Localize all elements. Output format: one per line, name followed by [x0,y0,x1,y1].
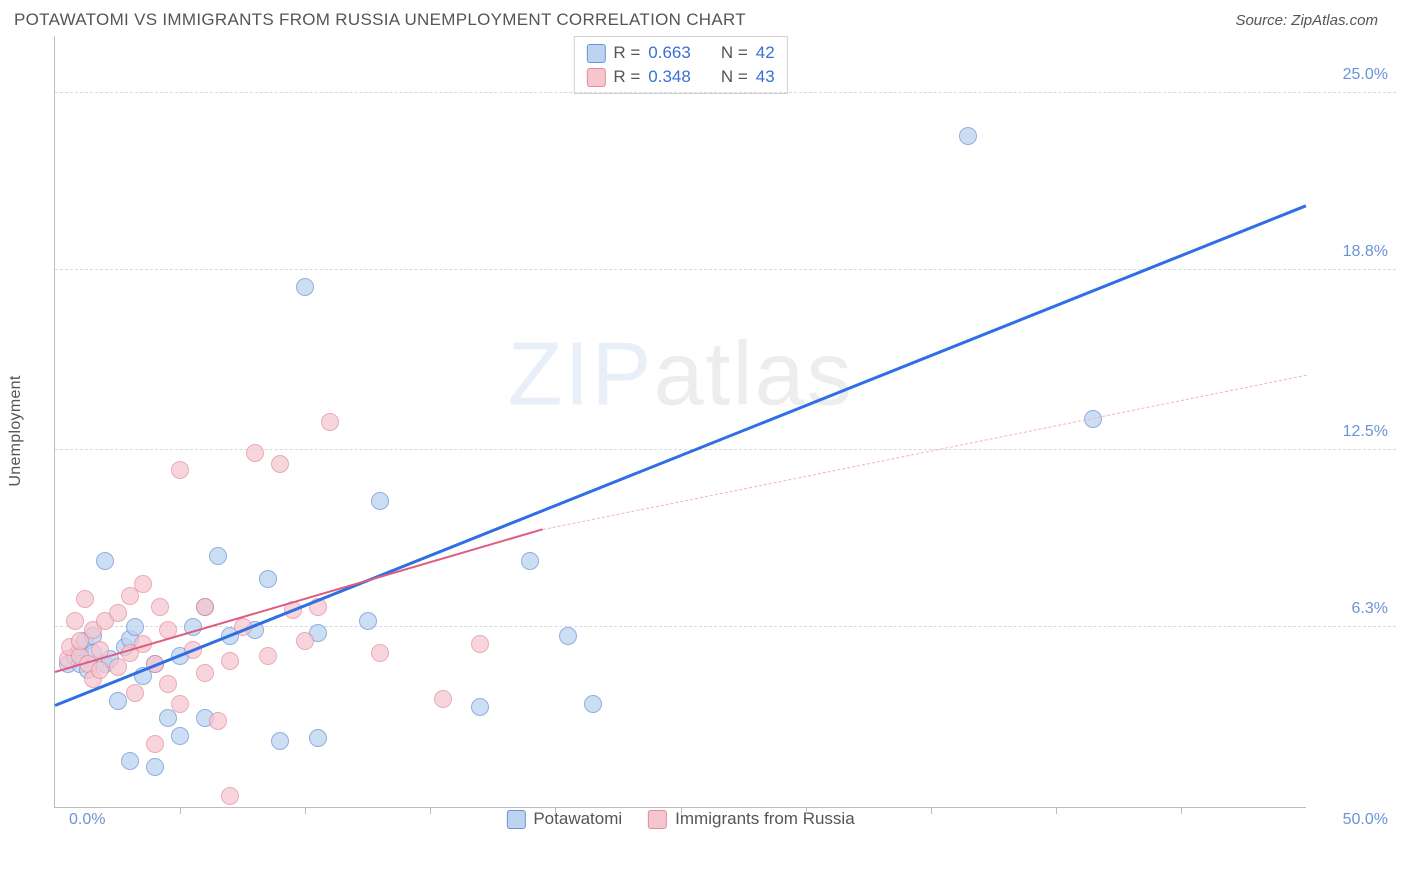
data-point [959,127,977,145]
y-tick-label: 18.8% [1343,243,1388,261]
plot-region: ZIPatlas R =0.663N =42R =0.348N =43 0.0%… [54,36,1306,808]
data-point [209,712,227,730]
y-tick-label: 25.0% [1343,66,1388,84]
x-tick [430,807,431,814]
data-point [134,575,152,593]
data-point [159,675,177,693]
data-point [271,732,289,750]
data-point [126,684,144,702]
data-point [196,664,214,682]
trend-line [54,204,1306,707]
data-point [309,729,327,747]
data-point [151,598,169,616]
legend-r-value: 0.663 [648,43,691,63]
x-tick [806,807,807,814]
watermark-part1: ZIP [507,325,653,425]
legend-swatch [586,44,605,63]
x-axis-max-label: 50.0% [1343,811,1388,829]
trend-line [543,375,1306,530]
data-point [359,612,377,630]
watermark: ZIPatlas [507,324,853,427]
data-point [159,709,177,727]
legend-row: R = 0.663 N = 42 [586,41,774,65]
legend-series-label: Immigrants from Russia [675,809,854,829]
data-point [559,627,577,645]
legend-row: R = 0.348 N = 43 [586,65,774,89]
legend-series-label: Potawatomi [533,809,622,829]
chart-source: Source: ZipAtlas.com [1235,12,1378,29]
data-point [321,413,339,431]
gridline [55,92,1396,93]
y-tick-label: 6.3% [1352,600,1388,618]
y-axis-label: Unemployment [7,375,25,486]
data-point [471,635,489,653]
data-point [584,695,602,713]
data-point [109,658,127,676]
data-point [91,661,109,679]
legend-n-label: N = [721,43,748,63]
x-tick [1181,807,1182,814]
data-point [246,444,264,462]
legend-swatch [648,810,667,829]
data-point [171,461,189,479]
legend-swatch [586,68,605,87]
x-axis-min-label: 0.0% [69,811,105,829]
data-point [209,547,227,565]
legend-correlation-box: R = 0.663 N = 42 R = 0.348 N = 43 [573,36,787,94]
x-tick [305,807,306,814]
data-point [221,652,239,670]
data-point [171,695,189,713]
data-point [221,787,239,805]
data-point [126,618,144,636]
legend-series-item: Potawatomi [506,809,622,829]
data-point [371,644,389,662]
legend-n-value: 43 [756,67,775,87]
data-point [271,455,289,473]
data-point [121,752,139,770]
chart-header: POTAWATOMI VS IMMIGRANTS FROM RUSSIA UNE… [0,0,1406,36]
legend-swatch [506,810,525,829]
x-tick [180,807,181,814]
legend-r-value: 0.348 [648,67,691,87]
legend-n-label: N = [721,67,748,87]
gridline [55,269,1396,270]
data-point [259,647,277,665]
data-point [109,692,127,710]
data-point [296,278,314,296]
legend-n-value: 42 [756,43,775,63]
data-point [66,612,84,630]
data-point [76,590,94,608]
data-point [296,632,314,650]
watermark-part2: atlas [653,325,853,425]
data-point [96,552,114,570]
legend-r-label: R = [613,67,640,87]
chart-area: Unemployment ZIPatlas R =0.663N =42R =0.… [36,36,1396,826]
chart-title: POTAWATOMI VS IMMIGRANTS FROM RUSSIA UNE… [14,10,746,30]
x-tick [931,807,932,814]
x-tick [1056,807,1057,814]
data-point [259,570,277,588]
legend-series-item: Immigrants from Russia [648,809,854,829]
data-point [371,492,389,510]
data-point [471,698,489,716]
data-point [434,690,452,708]
data-point [521,552,539,570]
data-point [109,604,127,622]
y-tick-label: 12.5% [1343,423,1388,441]
data-point [146,758,164,776]
data-point [146,735,164,753]
x-tick [555,807,556,814]
data-point [171,727,189,745]
legend-r-label: R = [613,43,640,63]
data-point [196,598,214,616]
x-tick [681,807,682,814]
